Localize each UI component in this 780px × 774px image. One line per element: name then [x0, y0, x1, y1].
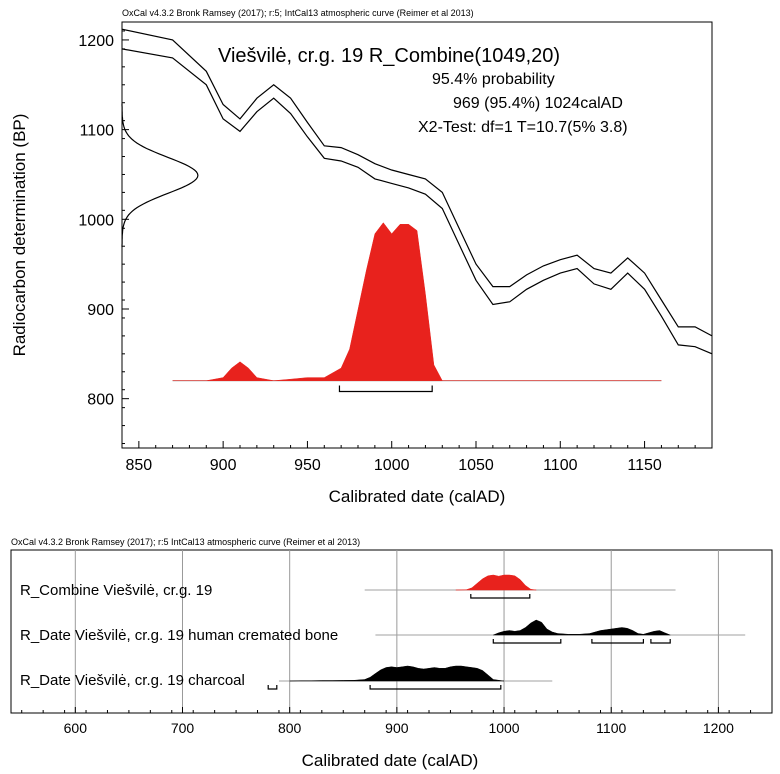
multiplot-chart: OxCal v4.3.2 Bronk Ramsey (2017); r:5 In… [10, 537, 773, 770]
chart1-x-axis-label: Calibrated date (calAD) [329, 487, 506, 506]
chart1-title: Viešvilė, cr.g. 19 R_Combine(1049,20) [218, 45, 560, 67]
calibration-curve-lower [121, 48, 713, 355]
x-tick-label: 1150 [627, 457, 662, 474]
measurement-distribution-curve [121, 103, 199, 248]
row-label-combine: R_Combine Viešvilė, cr.g. 19 [20, 582, 212, 599]
x-tick-label: 1000 [374, 457, 410, 474]
row-range-bar [650, 639, 671, 644]
row-range-bar [492, 639, 562, 644]
row-1 [375, 619, 746, 644]
row-range-bar [470, 594, 531, 599]
chart1-y-axis: 800 900 1000 1100 1200 [78, 30, 129, 445]
y-tick-label: 800 [87, 392, 114, 409]
chart1-y-axis-label: Radiocarbon determination (BP) [10, 114, 29, 357]
x-tick-label: 1000 [488, 720, 519, 736]
y-tick-label: 1200 [78, 33, 114, 50]
y-tick-label: 1100 [80, 123, 115, 140]
chart1-x-axis: 850 900 950 1000 1050 1100 1150 [126, 441, 713, 474]
x-tick-label: 850 [126, 457, 153, 474]
chart1-annotation-chi-test: X2-Test: df=1 T=10.7(5% 3.8) [418, 119, 628, 136]
row-distribution-area [493, 619, 671, 636]
row-0 [364, 574, 676, 599]
row-label-charcoal: R_Date Viešvilė, cr.g. 19 charcoal [20, 672, 245, 689]
posterior-distribution-group [172, 222, 662, 382]
chart2-x-axis-label: Calibrated date (calAD) [302, 751, 479, 770]
calibration-chart: OxCal v4.3.2 Bronk Ramsey (2017); r:5; I… [10, 8, 713, 506]
x-tick-label: 700 [171, 720, 195, 736]
chart2-header: OxCal v4.3.2 Bronk Ramsey (2017); r:5 In… [11, 537, 360, 547]
x-tick-label: 600 [64, 720, 88, 736]
calibration-curve-group [121, 28, 713, 355]
x-tick-label: 900 [385, 720, 409, 736]
y-tick-label: 900 [87, 302, 114, 319]
x-tick-label: 1200 [703, 720, 734, 736]
chart2-x-axis: 600 700 800 900 1000 1100 1200 [21, 707, 773, 736]
calibration-curve-upper [121, 28, 713, 337]
row-range-bar [591, 639, 644, 644]
row-label-bone: R_Date Viešvilė, cr.g. 19 human cremated… [20, 627, 338, 644]
chart1-annotation-range: 969 (95.4%) 1024calAD [453, 95, 623, 112]
range-bar-group [338, 385, 433, 393]
x-tick-label: 950 [294, 457, 321, 474]
row-distribution-area [455, 574, 537, 591]
chart2-plot-frame [10, 549, 773, 714]
row-2 [267, 665, 553, 690]
x-tick-label: 800 [278, 720, 302, 736]
chart2-rows [267, 574, 746, 690]
range-bar [338, 385, 433, 393]
row-distribution-area [289, 665, 505, 682]
x-tick-label: 1050 [458, 457, 494, 474]
y-tick-label: 1000 [78, 212, 114, 229]
row-range-bar [267, 685, 278, 690]
posterior-distribution-area [172, 222, 662, 381]
x-tick-label: 1100 [596, 720, 626, 736]
x-tick-label: 900 [210, 457, 237, 474]
measurement-distribution-group [121, 103, 199, 248]
row-range-bar [369, 685, 502, 690]
x-tick-label: 1100 [543, 457, 578, 474]
chart1-header: OxCal v4.3.2 Bronk Ramsey (2017); r:5; I… [122, 8, 474, 18]
chart1-annotation-probability: 95.4% probability [432, 71, 555, 88]
